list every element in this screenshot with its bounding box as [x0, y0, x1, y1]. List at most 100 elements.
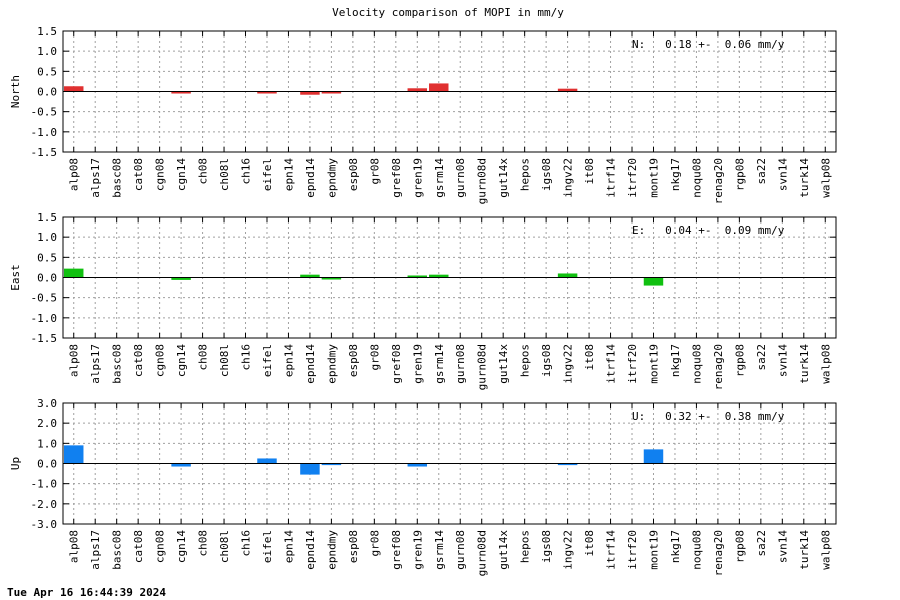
- x-tick-label: eifel: [261, 158, 274, 191]
- y-tick-label: 0.0: [37, 86, 57, 99]
- y-tick-label: -1.0: [31, 478, 58, 491]
- x-tick-label: renag20: [712, 530, 725, 576]
- y-axis-label: Up: [9, 457, 22, 470]
- x-tick-label: svn14: [776, 158, 789, 191]
- stat-annotation: U: 0.32 +- 0.38 mm/y: [632, 410, 785, 423]
- bar-mont19: [643, 277, 664, 286]
- x-tick-label: gurn08: [454, 158, 467, 198]
- x-tick-label: ingv22: [562, 530, 575, 570]
- y-tick-label: -0.5: [31, 106, 58, 119]
- x-tick-label: gr08: [368, 158, 381, 185]
- x-tick-label: eifel: [261, 530, 274, 563]
- y-tick-label: -2.0: [31, 498, 58, 511]
- bar-ingv22: [557, 88, 578, 92]
- x-tick-label: cat08: [132, 158, 145, 191]
- x-tick-label: renag20: [712, 344, 725, 390]
- x-tick-label: gren19: [411, 158, 424, 198]
- x-tick-label: alps17: [89, 344, 102, 384]
- bar-cgn14: [171, 463, 191, 467]
- x-tick-label: noqu08: [690, 530, 703, 570]
- y-tick-label: 2.0: [37, 417, 57, 430]
- x-tick-label: esp08: [347, 344, 360, 377]
- bar-alp08: [64, 445, 84, 464]
- y-tick-label: 0.5: [37, 65, 57, 78]
- panel-north: -1.5 -1.0 -0.5 0.0 0.5 1.0 1.5 alp08 alps17 basc0…: [9, 25, 837, 204]
- bar-cgn14: [171, 91, 191, 94]
- x-tick-label: itrf14: [605, 158, 618, 198]
- chart-title: Velocity comparison of MOPI in mm/y: [332, 6, 564, 19]
- y-tick-label: -3.0: [31, 518, 58, 531]
- x-tick-label: epn14: [282, 344, 295, 377]
- bar-ingv22: [557, 463, 578, 466]
- bar-cgn14: [171, 277, 191, 280]
- y-tick-label: -0.5: [31, 292, 58, 305]
- x-tick-label: nkg17: [669, 158, 682, 191]
- x-tick-label: itrf20: [626, 344, 639, 384]
- bar-epndmy: [321, 277, 342, 280]
- stat-annotation: E: 0.04 +- 0.09 mm/y: [632, 224, 785, 237]
- x-tick-label: gren19: [411, 530, 424, 570]
- x-tick-label: alp08: [68, 530, 81, 563]
- x-tick-label: ch08l: [218, 158, 231, 191]
- y-tick-label: -1.5: [31, 332, 58, 345]
- x-tick-label: epnd14: [304, 344, 317, 384]
- y-tick-label: 0.0: [37, 272, 57, 285]
- x-tick-label: gurn08d: [476, 158, 489, 204]
- bar-eifel: [257, 91, 277, 94]
- x-tick-label: itrf20: [626, 158, 639, 198]
- x-tick-label: epn14: [282, 158, 295, 191]
- x-tick-label: hepos: [519, 530, 532, 563]
- x-tick-label: itrf20: [626, 530, 639, 570]
- x-tick-label: gurn08: [454, 344, 467, 384]
- bar-gsrm14: [429, 274, 449, 278]
- x-tick-label: it08: [583, 158, 596, 185]
- x-tick-label: gr08: [368, 344, 381, 371]
- bar-gren19: [407, 88, 428, 92]
- x-tick-label: igs08: [540, 344, 553, 377]
- x-tick-label: itrf14: [605, 530, 618, 570]
- y-tick-label: 1.5: [37, 25, 57, 38]
- timestamp-footer: Tue Apr 16 16:44:39 2024: [7, 586, 166, 599]
- x-tick-label: gr08: [368, 530, 381, 557]
- x-tick-label: it08: [583, 344, 596, 371]
- x-tick-label: gsrm14: [433, 344, 446, 384]
- x-tick-label: ch08l: [218, 344, 231, 377]
- x-tick-label: cgn08: [154, 530, 167, 563]
- x-tick-label: walp08: [819, 158, 832, 198]
- x-tick-label: igs08: [540, 530, 553, 563]
- plot-frame: [62, 216, 837, 339]
- y-tick-label: -1.0: [31, 312, 58, 325]
- x-tick-label: ch08: [197, 344, 210, 371]
- x-tick-label: gsrm14: [433, 530, 446, 570]
- plot-frame: [62, 30, 837, 153]
- panel-east: -1.5 -1.0 -0.5 0.0 0.5 1.0 1.5 alp08 alps17 basc0…: [9, 211, 837, 390]
- x-tick-label: gurn08d: [476, 530, 489, 576]
- x-tick-label: ch16: [240, 530, 253, 557]
- x-tick-label: basc08: [111, 158, 124, 198]
- bar-epnd14: [300, 91, 320, 95]
- stat-annotation: N: 0.18 +- 0.06 mm/y: [632, 38, 785, 51]
- x-tick-label: cat08: [132, 530, 145, 563]
- x-tick-label: hepos: [519, 344, 532, 377]
- x-tick-label: gut14x: [497, 530, 510, 570]
- x-tick-label: epndmy: [325, 530, 338, 570]
- plot-frame: [62, 402, 837, 525]
- x-tick-label: alps17: [89, 158, 102, 198]
- bar-alp08: [64, 268, 84, 278]
- y-tick-label: 1.0: [37, 437, 57, 450]
- x-tick-label: gut14x: [497, 158, 510, 198]
- x-tick-label: esp08: [347, 158, 360, 191]
- x-tick-label: walp08: [819, 530, 832, 570]
- x-tick-label: alp08: [68, 158, 81, 191]
- x-tick-label: nkg17: [669, 530, 682, 563]
- x-tick-label: sa22: [755, 530, 768, 557]
- x-tick-label: gref08: [390, 158, 403, 198]
- x-tick-label: ch08: [197, 530, 210, 557]
- x-tick-label: cat08: [132, 344, 145, 377]
- x-tick-label: cgn08: [154, 344, 167, 377]
- x-tick-label: epnd14: [304, 158, 317, 198]
- bar-ingv22: [557, 273, 578, 278]
- x-tick-label: esp08: [347, 530, 360, 563]
- x-tick-label: cgn14: [175, 344, 188, 377]
- x-tick-label: cgn14: [175, 530, 188, 563]
